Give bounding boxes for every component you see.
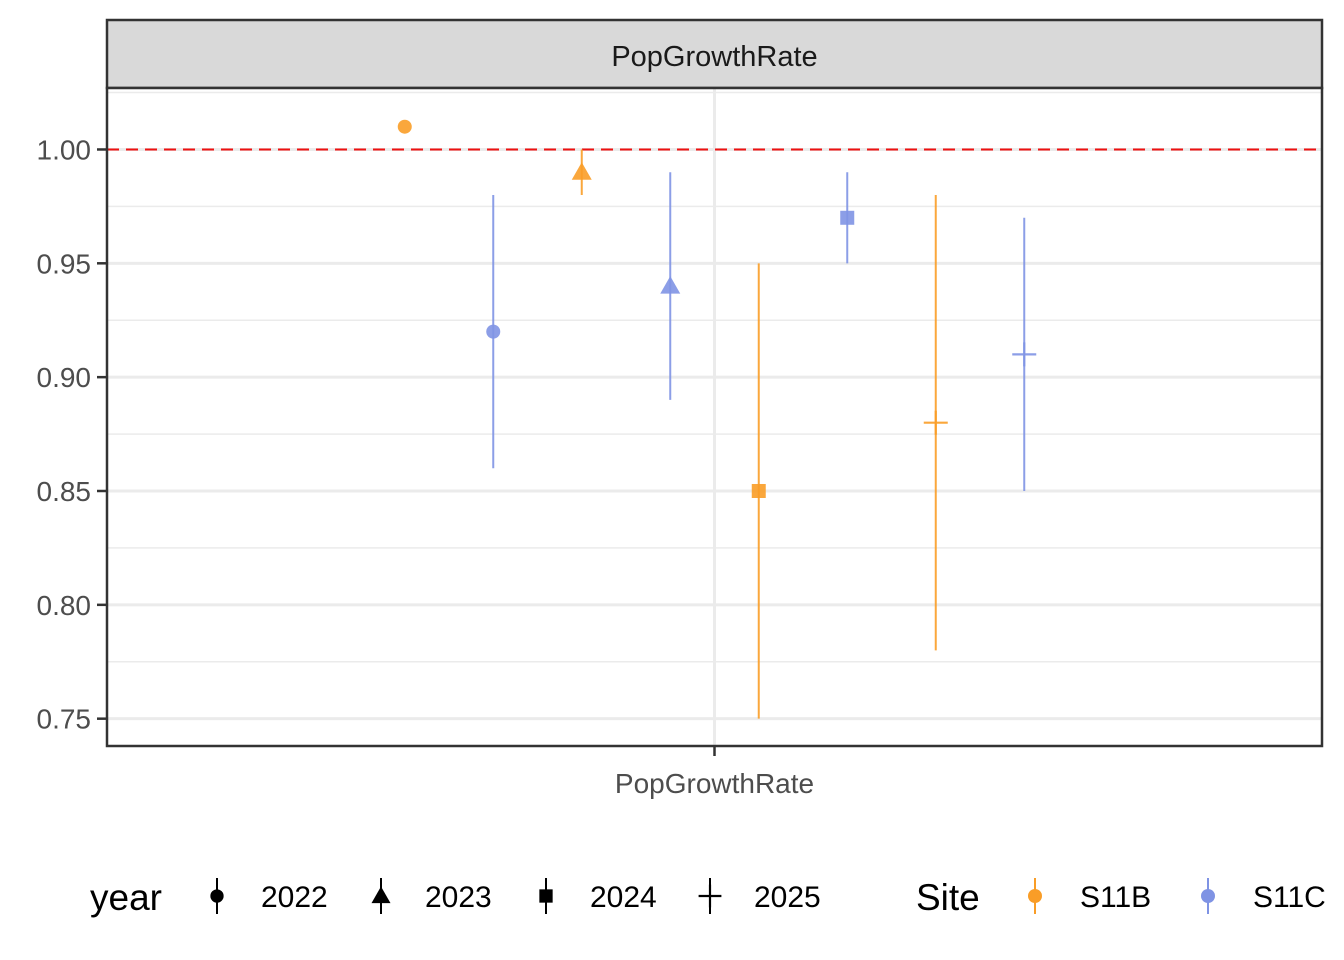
legend-key-marker — [698, 884, 722, 908]
point-marker — [840, 210, 855, 225]
point-marker — [1012, 342, 1037, 367]
legend-title-year: year — [90, 877, 162, 918]
y-axis: 0.75 0.80 0.85 0.90 0.95 1.00 — [37, 134, 107, 735]
legend-label-site: S11C — [1253, 881, 1326, 914]
facet-strip — [105, 18, 1324, 90]
point-marker — [660, 276, 681, 294]
legend-key-marker — [371, 886, 391, 904]
point-marker — [751, 483, 766, 498]
point-marker — [571, 162, 592, 180]
grid-lines — [107, 88, 1322, 746]
y-axis-tick-label: 1.00 — [37, 134, 92, 165]
facet-strip-label: PopGrowthRate — [611, 41, 817, 73]
data-point-S11B-2022 — [397, 119, 412, 134]
legend-key-marker — [539, 889, 553, 903]
legend-title-site: Site — [916, 877, 980, 918]
legend-key-site-S11B — [1028, 878, 1042, 914]
legend: year 2022 2023 2024 2025 Site S11B S11C — [90, 877, 1326, 918]
legend-label-year: 2023 — [425, 881, 492, 914]
legend-key-year-2025 — [698, 878, 722, 914]
legend-key-year-2022 — [210, 878, 224, 914]
legend-label-year: 2025 — [754, 881, 821, 914]
legend-label-year: 2022 — [261, 881, 328, 914]
point-marker — [397, 119, 412, 134]
legend-key-year-2024 — [539, 878, 553, 914]
data-point-S11C-2023 — [660, 172, 681, 400]
data-point-S11B-2024 — [751, 263, 766, 719]
data-point-S11B-2023 — [571, 149, 592, 196]
legend-key-year-2023 — [371, 878, 391, 914]
data-point-S11C-2025 — [1012, 217, 1037, 491]
y-axis-tick-label: 0.90 — [37, 362, 92, 393]
legend-key-marker — [1201, 889, 1215, 903]
data-point-S11C-2024 — [840, 172, 855, 264]
legend-label-year: 2024 — [590, 881, 657, 914]
point-marker — [923, 410, 948, 435]
y-axis-tick-label: 0.75 — [37, 704, 92, 735]
data-point-S11C-2022 — [486, 195, 501, 469]
y-axis-tick-label: 0.80 — [37, 590, 92, 621]
x-axis-tick-label: PopGrowthRate — [615, 768, 814, 799]
data-point-S11B-2025 — [923, 195, 948, 651]
point-marker — [486, 324, 501, 339]
legend-key-site-S11C — [1201, 878, 1215, 914]
data-marks — [397, 119, 1037, 719]
legend-label-site: S11B — [1080, 881, 1151, 914]
y-axis-tick-label: 0.85 — [37, 476, 92, 507]
y-axis-tick-label: 0.95 — [37, 248, 92, 279]
legend-key-marker — [210, 889, 224, 903]
legend-key-marker — [1028, 889, 1042, 903]
